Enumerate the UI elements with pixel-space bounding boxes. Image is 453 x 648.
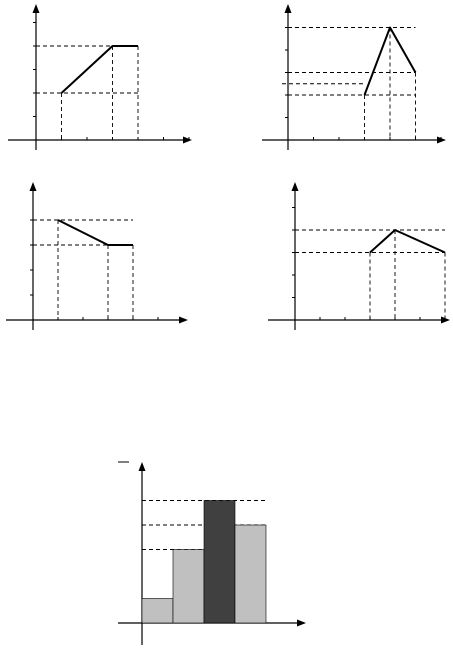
x-axis-arrowhead: [297, 619, 306, 627]
y-axis-arrowhead: [32, 4, 40, 13]
y-axis-arrowhead: [138, 462, 146, 471]
data-line: [363, 26, 417, 96]
line-chart-1: [8, 4, 192, 150]
histogram-bar: [141, 598, 174, 624]
x-axis-arrowhead: [179, 316, 188, 324]
data-line: [57, 219, 133, 246]
line-chart-3: [6, 182, 188, 330]
bar-chart: [118, 461, 306, 645]
y-axis-arrowhead: [29, 182, 37, 191]
data-line: [60, 45, 138, 94]
y-axis-arrowhead: [284, 4, 292, 13]
histogram-bar: [172, 549, 205, 624]
y-axis-arrowhead: [291, 182, 299, 191]
data-line: [369, 229, 446, 254]
histogram-bar: [203, 500, 236, 624]
histogram-bar: [234, 524, 267, 624]
line-chart-4: [268, 182, 450, 330]
line-chart-2: [262, 4, 446, 150]
x-axis-arrowhead: [183, 136, 192, 144]
